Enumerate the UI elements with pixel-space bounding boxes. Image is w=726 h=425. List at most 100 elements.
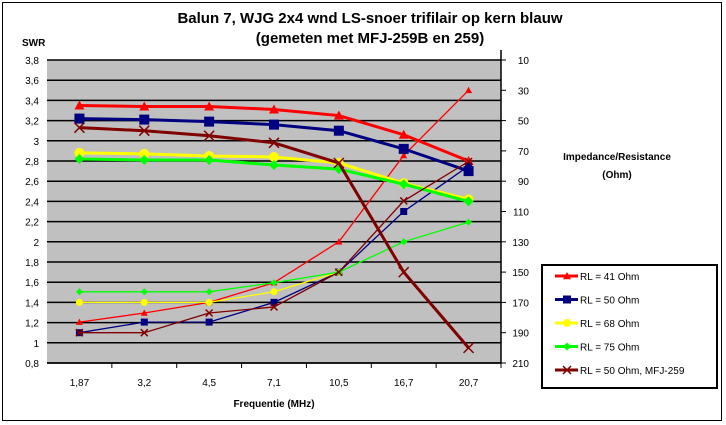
impedance-point-rl-68-ohm: [270, 288, 278, 296]
x-tick-label: 3,2: [137, 378, 151, 389]
swr-point-rl-50-ohm: [204, 116, 215, 127]
y2-axis-unit: (Ohm): [602, 170, 631, 181]
swr-point-rl-75-ohm: [398, 179, 409, 190]
y-tick-label: 3,4: [25, 96, 39, 107]
swr-point-rl-50-ohm-mfj-259: [333, 157, 345, 169]
impedance-point-rl-50-ohm: [140, 318, 148, 326]
x-tick-label: 7,1: [267, 378, 281, 389]
impedance-point-rl-68-ohm: [140, 298, 148, 306]
legend-marker: [563, 295, 571, 304]
impedance-point-rl-75-ohm: [140, 288, 148, 296]
y-tick-label: 3: [33, 137, 39, 148]
swr-point-rl-75-ohm: [463, 196, 474, 207]
x-tick-label: 1,87: [70, 378, 90, 389]
y2-tick-label: 10: [518, 56, 530, 67]
impedance-point-rl-41-ohm: [335, 238, 343, 245]
y2-tick-label: 130: [512, 238, 529, 249]
swr-point-rl-50-ohm-mfj-259: [268, 137, 280, 149]
y-tick-label: 1,6: [25, 278, 39, 289]
y-tick-label: 1: [33, 339, 39, 350]
impedance-point-rl-41-ohm: [75, 318, 83, 325]
legend-label: RL = 50 Ohm, MFJ-259: [580, 366, 685, 377]
legend-marker: [563, 342, 571, 351]
impedance-point-rl-50-ohm-mfj-259: [269, 302, 279, 311]
impedance-point-rl-50-ohm-mfj-259: [205, 308, 214, 318]
swr-point-rl-68-ohm: [269, 151, 279, 162]
swr-point-rl-41-ohm: [139, 101, 150, 111]
chart-frame: [2, 2, 722, 421]
swr-point-rl-68-ohm: [74, 147, 85, 158]
y-axis-label: SWR: [22, 38, 46, 49]
swr-point-rl-75-ohm: [269, 160, 279, 171]
impedance-point-rl-50-ohm-mfj-259: [140, 328, 149, 337]
legend-label: RL = 41 Ohm: [580, 272, 639, 283]
legend-marker: [563, 319, 571, 327]
y-tick-label: 3,8: [25, 56, 39, 67]
swr-point-rl-50-ohm: [139, 114, 150, 125]
x-tick-label: 20,7: [459, 378, 479, 389]
y2-tick-label: 210: [512, 359, 529, 370]
legend: [541, 264, 718, 389]
y2-axis-label: Impedance/Resistance: [563, 152, 671, 163]
y2-tick-label: 170: [512, 298, 529, 309]
swr-point-rl-50-ohm: [333, 125, 344, 136]
y-tick-label: 2,4: [25, 197, 39, 208]
swr-point-rl-50-ohm: [269, 119, 279, 130]
y-tick-label: 2,6: [25, 177, 39, 188]
impedance-point-rl-50-ohm-mfj-259: [399, 196, 408, 205]
swr-point-rl-50-ohm-mfj-259: [398, 266, 410, 278]
y-tick-label: 2,8: [25, 157, 39, 168]
impedance-point-rl-41-ohm: [400, 151, 408, 159]
x-axis-label: Frequentie (MHz): [233, 399, 314, 410]
impedance-point-rl-75-ohm: [270, 279, 278, 287]
swr-point-rl-50-ohm: [74, 113, 85, 124]
impedance-point-rl-75-ohm: [205, 288, 213, 296]
impedance-point-rl-50-ohm: [270, 298, 278, 306]
y2-tick-label: 90: [518, 177, 530, 188]
swr-point-rl-50-ohm-mfj-259: [203, 130, 215, 142]
swr-point-rl-41-ohm: [204, 101, 215, 111]
y-tick-label: 1,2: [25, 319, 39, 330]
impedance-point-rl-75-ohm: [400, 238, 408, 246]
swr-point-rl-41-ohm: [74, 100, 85, 110]
impedance-point-rl-50-ohm: [400, 208, 408, 215]
legend-label: RL = 50 Ohm: [580, 296, 639, 307]
y2-tick-label: 50: [518, 117, 530, 128]
swr-point-rl-75-ohm: [74, 153, 85, 164]
impedance-point-rl-68-ohm: [205, 298, 213, 306]
legend-marker: [563, 272, 571, 280]
swr-point-rl-50-ohm-mfj-259: [138, 125, 150, 137]
impedance-point-rl-41-ohm: [465, 86, 473, 94]
chart-subtitle: (gemeten met MFJ-259B en 259): [255, 30, 485, 47]
swr-point-rl-75-ohm: [139, 154, 150, 165]
impedance-point-rl-50-ohm: [205, 318, 213, 326]
y-tick-label: 0,8: [25, 359, 39, 370]
swr-point-rl-75-ohm: [204, 154, 215, 165]
swr-point-rl-50-ohm-mfj-259: [463, 342, 475, 354]
y-tick-label: 2,2: [25, 218, 39, 229]
impedance-point-rl-50-ohm-mfj-259: [464, 157, 473, 166]
y2-tick-label: 150: [512, 268, 529, 279]
swr-point-rl-50-ohm-mfj-259: [73, 122, 85, 134]
impedance-point-rl-50-ohm-mfj-259: [75, 328, 84, 337]
swr-point-rl-41-ohm: [269, 104, 279, 114]
swr-point-rl-41-ohm: [398, 129, 409, 139]
impedance-point-rl-75-ohm: [75, 288, 83, 296]
impedance-point-rl-50-ohm: [465, 162, 473, 170]
impedance-point-rl-68-ohm: [75, 298, 83, 306]
x-tick-label: 10,5: [329, 378, 349, 389]
y2-tick-label: 110: [513, 208, 529, 219]
swr-point-rl-50-ohm: [398, 143, 409, 154]
x-tick-label: 16,7: [394, 378, 414, 389]
chart-title: Balun 7, WJG 2x4 wnd LS-snoer trifilair …: [177, 10, 563, 27]
y-tick-label: 1,8: [25, 258, 39, 269]
y-tick-label: 3,2: [25, 117, 39, 128]
swr-point-rl-50-ohm: [463, 166, 474, 177]
swr-point-rl-68-ohm: [139, 148, 150, 159]
y-tick-label: 3,6: [25, 76, 39, 87]
legend-label: RL = 68 Ohm: [580, 319, 639, 330]
swr-point-rl-41-ohm: [333, 110, 344, 120]
y2-tick-label: 30: [518, 86, 530, 97]
